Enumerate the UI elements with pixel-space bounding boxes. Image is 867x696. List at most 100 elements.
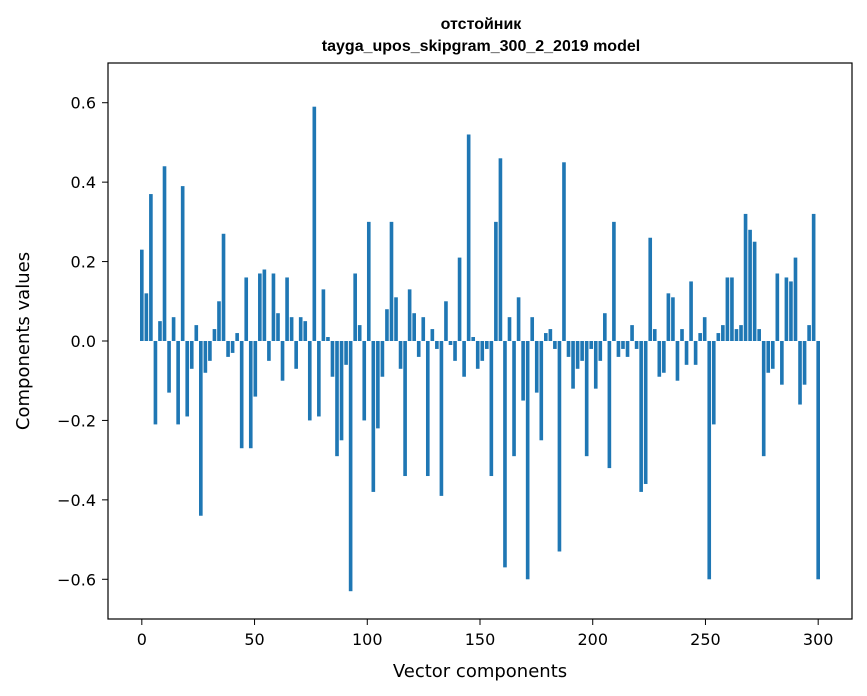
bar — [494, 221, 498, 341]
bar — [226, 341, 230, 357]
bar — [512, 341, 516, 457]
bar — [362, 341, 367, 421]
y-tick-label: 0.6 — [71, 94, 96, 113]
bar — [412, 313, 416, 341]
bar — [339, 341, 344, 441]
bar — [317, 341, 321, 417]
bar — [421, 317, 426, 341]
bar — [167, 341, 171, 393]
bar — [716, 333, 721, 341]
bar — [516, 297, 521, 341]
bar — [757, 329, 761, 341]
bar — [503, 341, 507, 568]
bar — [789, 281, 793, 341]
bar — [144, 293, 149, 341]
bar — [162, 166, 167, 341]
y-tick-label: 0.4 — [71, 173, 96, 192]
bar — [448, 341, 453, 345]
bar — [366, 221, 371, 341]
bar — [775, 273, 780, 341]
bar — [212, 329, 217, 341]
bar — [180, 186, 185, 341]
bar — [176, 341, 180, 425]
chart-title-line2: tayga_upos_skipgram_300_2_2019 model — [322, 38, 640, 55]
bar — [652, 329, 657, 341]
bar — [639, 341, 643, 492]
x-tick-label: 50 — [244, 630, 264, 649]
bar — [466, 134, 471, 341]
y-tick-label: −0.6 — [57, 570, 96, 589]
bar — [770, 341, 775, 369]
bar — [285, 277, 289, 341]
bar — [385, 309, 389, 341]
bar — [784, 277, 789, 341]
bar — [798, 341, 802, 405]
x-tick-label: 250 — [690, 630, 721, 649]
bar — [580, 341, 584, 361]
bar — [802, 341, 807, 385]
bars-group — [140, 106, 820, 592]
bar — [816, 341, 820, 580]
bar — [221, 233, 226, 341]
bar — [371, 341, 376, 492]
bar — [648, 237, 653, 341]
bar — [489, 341, 494, 477]
bar — [780, 341, 784, 385]
bar — [294, 341, 298, 369]
bar — [748, 229, 752, 341]
bar — [235, 333, 239, 341]
bar — [739, 325, 743, 341]
bar — [584, 341, 589, 457]
bar — [335, 341, 339, 457]
x-tick-label: 200 — [577, 630, 608, 649]
bar — [689, 281, 693, 341]
x-tick-label: 0 — [137, 630, 147, 649]
bar — [171, 317, 176, 341]
bar — [389, 221, 394, 341]
bar — [253, 341, 258, 397]
bar — [153, 341, 158, 425]
bar — [530, 317, 535, 341]
x-tick-label: 150 — [465, 630, 496, 649]
bar — [761, 341, 766, 457]
bar — [298, 317, 303, 341]
bar — [444, 301, 448, 341]
bar — [616, 341, 621, 357]
bar — [707, 341, 712, 580]
bar — [194, 325, 199, 341]
chart-title-line1: отстойник — [441, 16, 523, 33]
bar — [730, 277, 734, 341]
bar — [462, 341, 466, 377]
bar — [453, 341, 457, 361]
bar — [566, 341, 571, 357]
bar — [525, 341, 530, 580]
bar — [307, 341, 312, 421]
bar — [326, 337, 330, 341]
bar — [380, 341, 385, 377]
y-tick-label: 0.2 — [71, 253, 96, 272]
bar — [398, 341, 403, 369]
x-tick-label: 300 — [803, 630, 834, 649]
y-axis: −0.6 −0.4 −0.2 0.0 0.2 0.4 0.6 — [57, 94, 108, 589]
x-tick-label: 100 — [352, 630, 383, 649]
bar — [589, 341, 594, 349]
bar — [158, 321, 162, 341]
bar — [684, 341, 689, 365]
bar — [353, 273, 357, 341]
bar — [140, 249, 144, 341]
bar — [598, 341, 603, 361]
bar — [721, 325, 725, 341]
bar — [258, 273, 262, 341]
bar — [693, 341, 698, 365]
bar — [348, 341, 353, 592]
bar — [766, 341, 771, 373]
bar — [321, 289, 326, 341]
bar — [680, 329, 684, 341]
bar — [743, 213, 748, 341]
bar — [357, 325, 362, 341]
bar — [203, 341, 208, 373]
bar — [657, 341, 662, 377]
bar — [553, 341, 557, 349]
bar — [312, 106, 317, 341]
bar — [666, 293, 671, 341]
